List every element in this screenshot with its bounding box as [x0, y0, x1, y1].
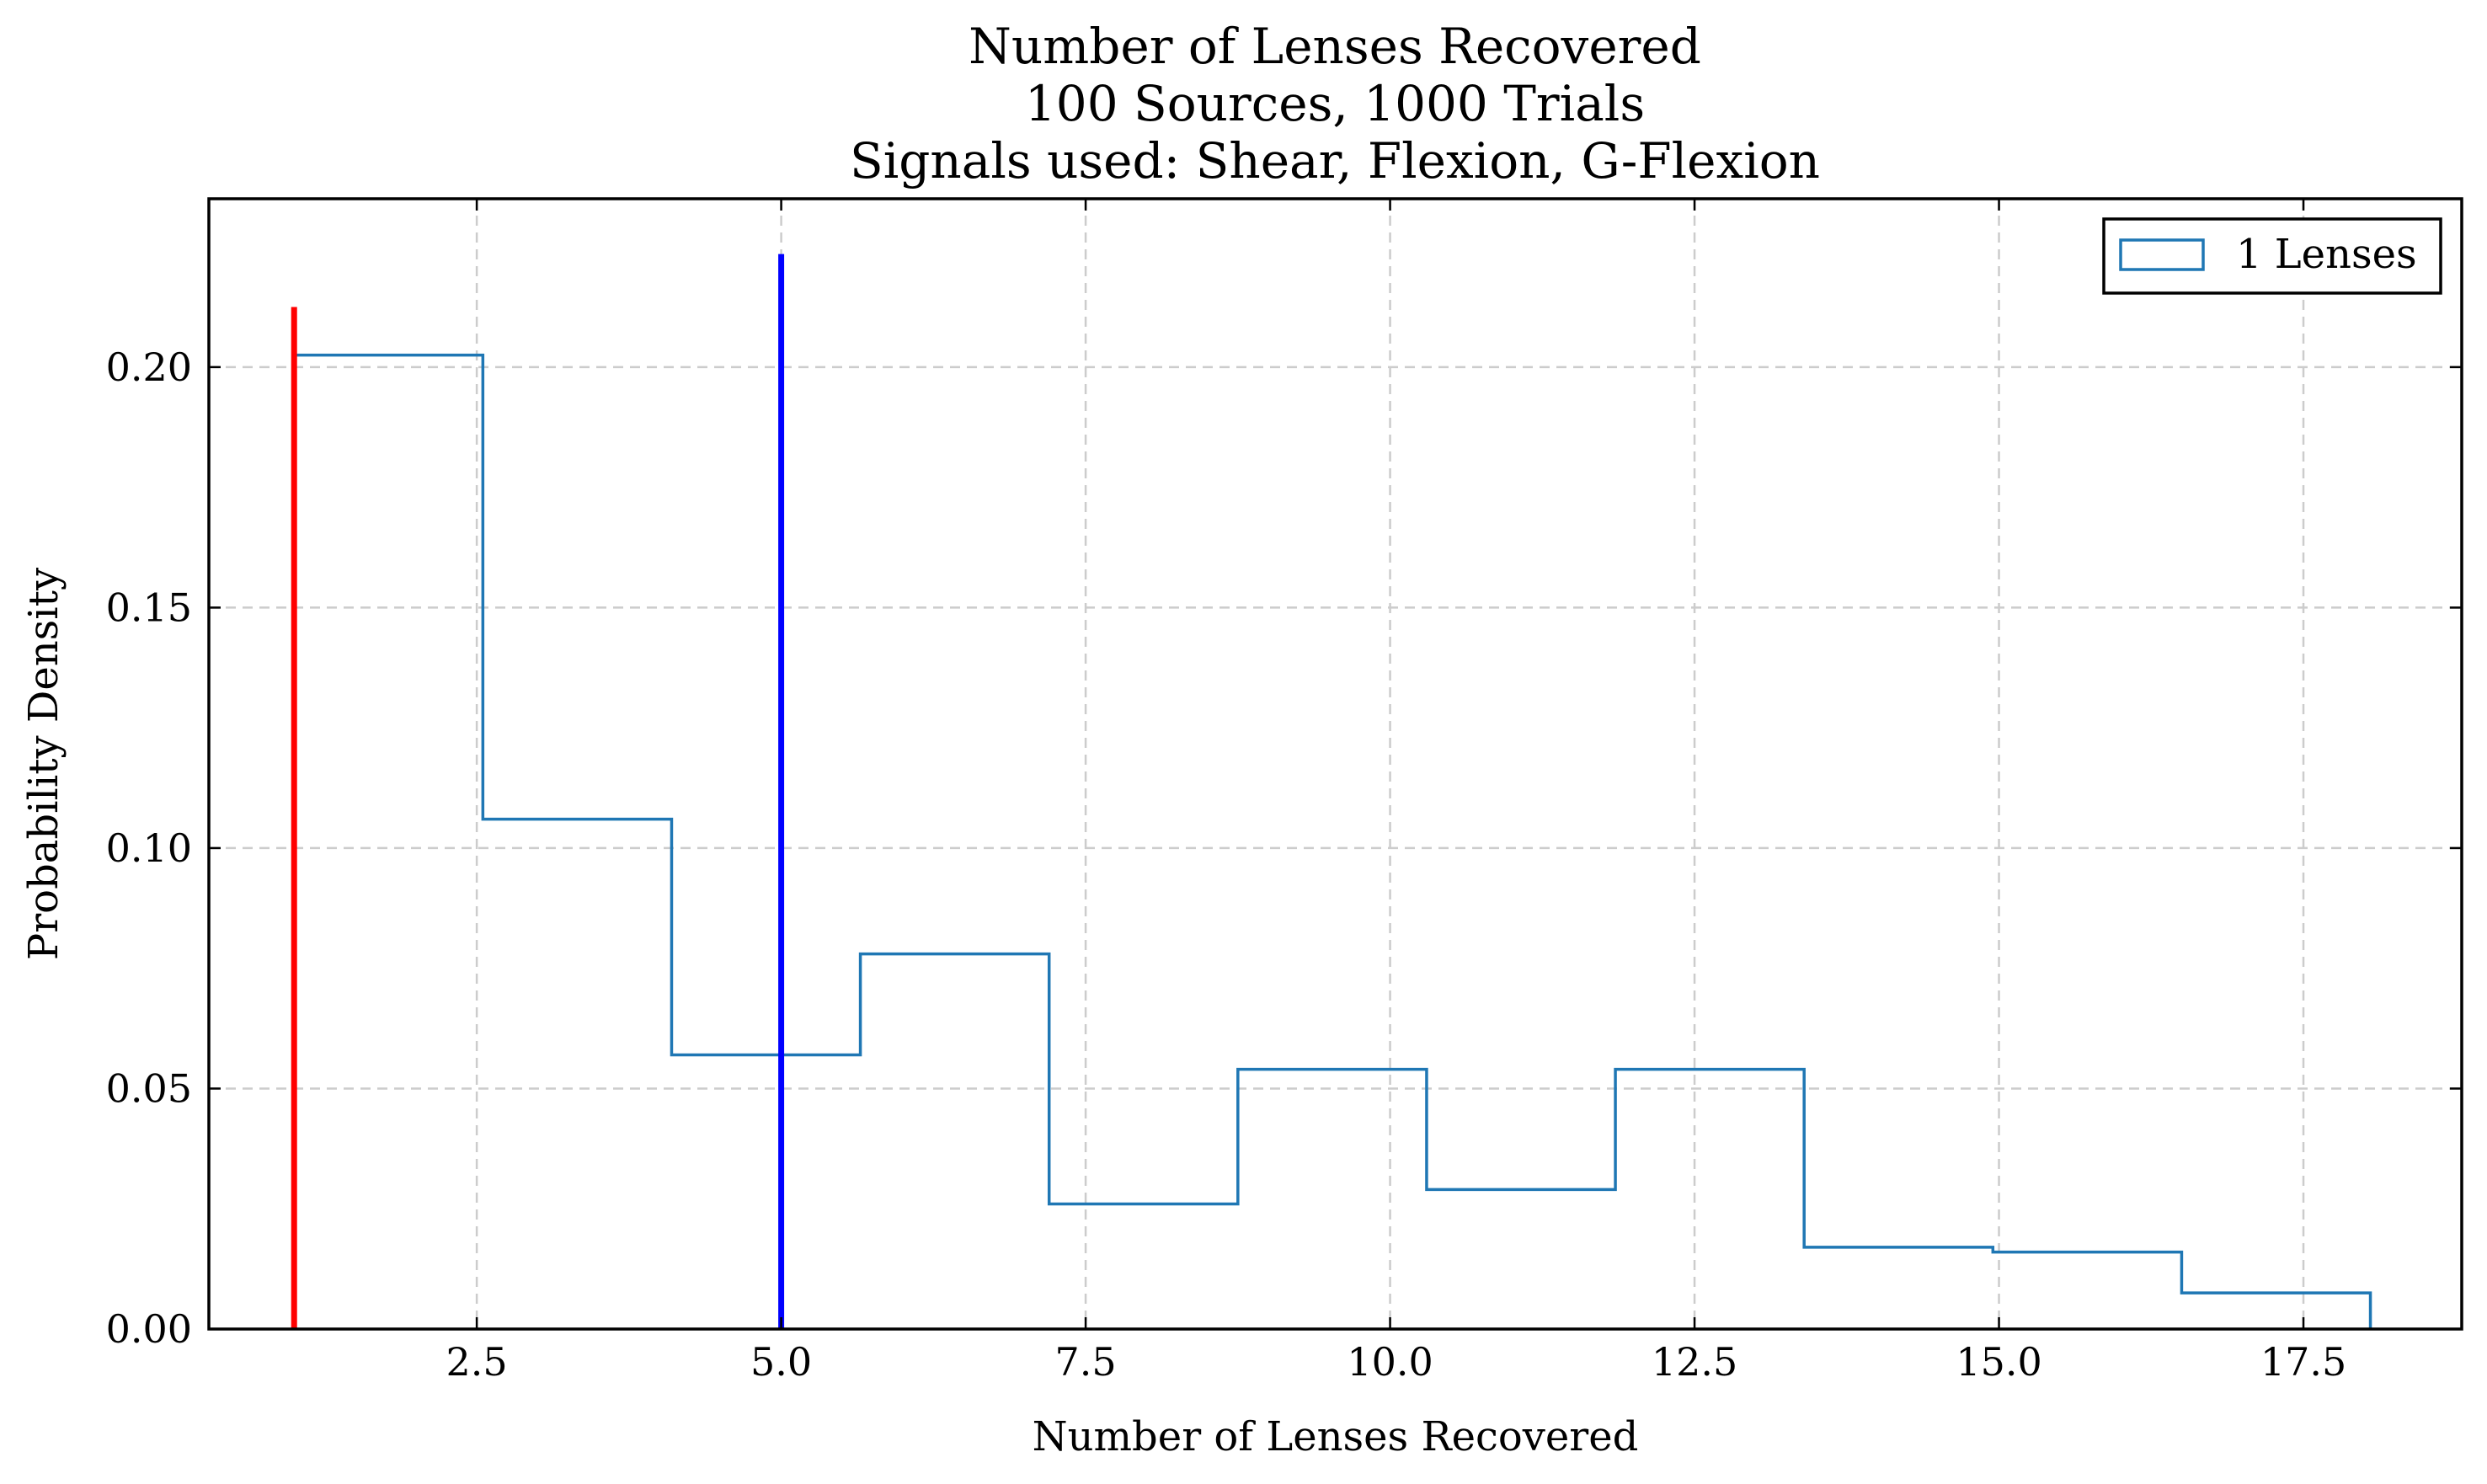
legend-swatch [2119, 238, 2205, 271]
y-tick-label-0: 0.00 [106, 1306, 192, 1352]
axis-ticks [209, 199, 2462, 1331]
x-tick-label-5: 15.0 [1956, 1339, 2041, 1385]
y-tick-labels: 0.00 0.05 0.10 0.15 0.20 [106, 344, 192, 1352]
histogram-bin-1 [483, 819, 671, 1329]
histogram-step-line-0 [292, 353, 2372, 1329]
y-tick-label-3: 0.15 [106, 585, 192, 630]
histogram-bin-10 [2181, 1293, 2370, 1329]
histogram-bin-2 [671, 1054, 860, 1329]
x-tick-label-2: 7.5 [1055, 1339, 1117, 1385]
histogram-bin-3 [861, 954, 1049, 1329]
histogram-bin-8 [1804, 1247, 1993, 1329]
y-tick-label-1: 0.05 [106, 1065, 192, 1111]
chart-title: Number of Lenses Recovered 100 Sources, 1… [850, 18, 1820, 190]
histogram-bin-4 [1049, 1204, 1238, 1329]
y-axis-label: Probability Density [20, 568, 67, 960]
x-tick-label-6: 17.5 [2260, 1339, 2346, 1385]
histogram-bin-5 [1238, 1070, 1427, 1329]
x-tick-label-0: 2.5 [446, 1339, 508, 1385]
chart-title-line-3: Signals used: Shear, Flexion, G-Flexion [850, 132, 1820, 190]
x-tick-label-4: 12.5 [1652, 1339, 1737, 1385]
x-tick-label-1: 5.0 [750, 1339, 812, 1385]
x-tick-labels: 2.5 5.0 7.5 10.0 12.5 15.0 17.5 [446, 1339, 2347, 1385]
marker-lines [291, 254, 785, 1329]
histogram-bin-7 [1615, 1070, 1804, 1329]
x-axis-label: Number of Lenses Recovered [1033, 1413, 1639, 1460]
y-tick-label-4: 0.20 [106, 344, 192, 390]
y-tick-label-2: 0.10 [106, 825, 192, 871]
chart-title-line-2: 100 Sources, 1000 Trials [1025, 75, 1645, 132]
legend-box [2102, 217, 2442, 295]
histogram-bin-6 [1427, 1189, 1615, 1329]
x-tick-label-3: 10.0 [1347, 1339, 1433, 1385]
legend: 1 Lenses [2102, 217, 2442, 295]
histogram-bin-0 [294, 355, 483, 1329]
chart-title-text: Number of Lenses Recovered 100 Sources, 1… [850, 18, 1820, 190]
series-layer [292, 353, 2372, 1329]
legend-label: 1 Lenses [2236, 231, 2417, 278]
plot-frame [207, 197, 2463, 1331]
chart-title-line-1: Number of Lenses Recovered [969, 18, 1701, 75]
histogram-bin-9 [1993, 1252, 2181, 1329]
